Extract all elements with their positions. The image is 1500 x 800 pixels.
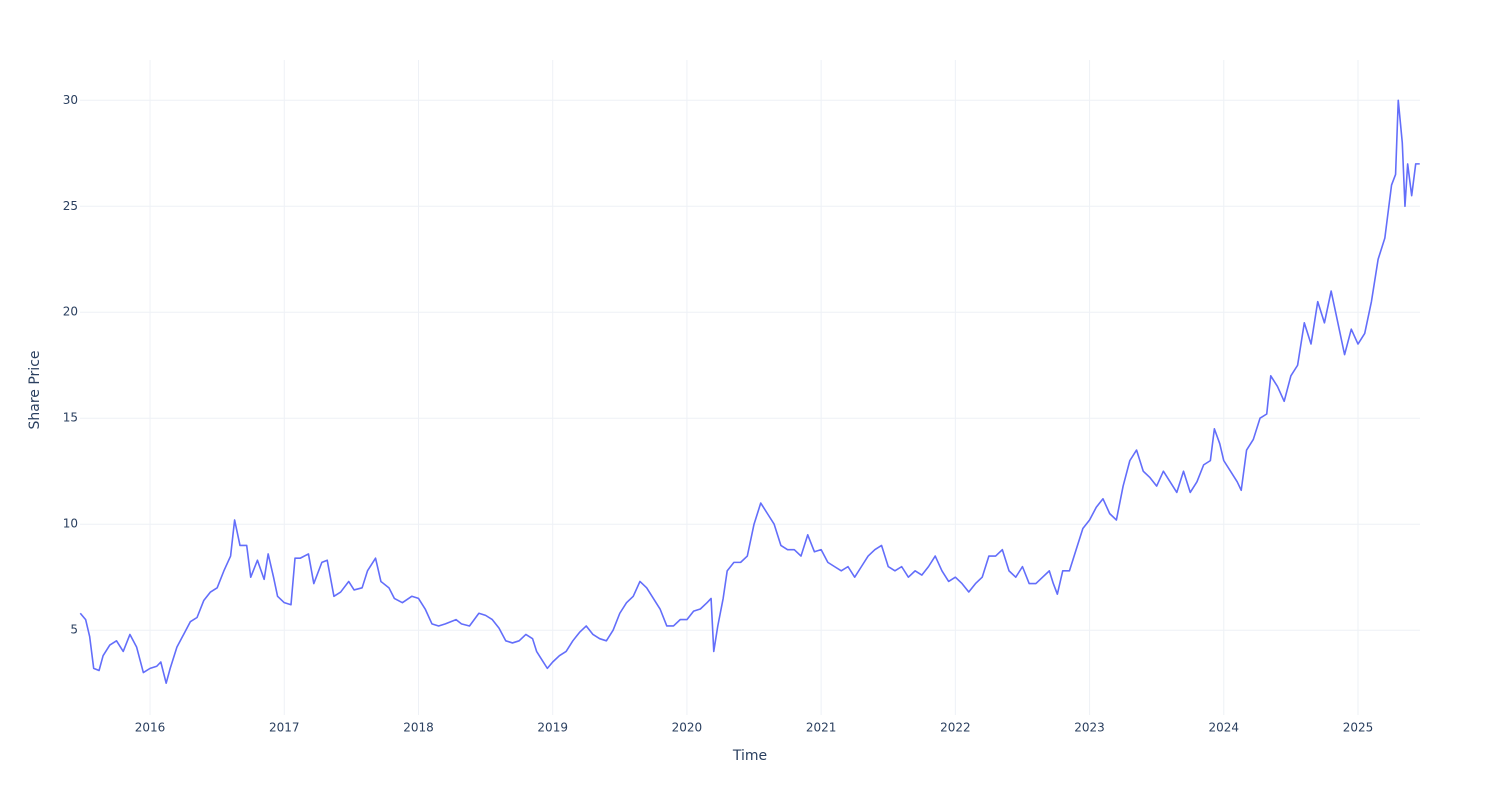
x-tick-label: 2016 [135,721,166,735]
line [79,99,1420,685]
x-tick-label: 2022 [940,721,971,735]
x-tick-label: 2017 [269,721,300,735]
y-tick-label: 15 [63,411,78,425]
y-tick-label: 20 [63,305,78,319]
x-tick-label: 2018 [403,721,434,735]
y-axis-title: Share Price [27,350,43,429]
y-tick-label: 10 [63,517,78,531]
x-axis-title: Time [732,748,767,764]
x-tick-label: 2019 [537,721,568,735]
x-tick-label: 2023 [1074,721,1105,735]
x-tick-label: 2024 [1209,721,1240,735]
x-tick-label: 2025 [1343,721,1374,735]
x-tick-label: 2021 [806,721,837,735]
y-tick-label: 30 [63,93,78,107]
y-tick-label: 25 [63,199,78,213]
y-tick-label: 5 [70,623,78,637]
x-tick-label: 2020 [672,721,703,735]
